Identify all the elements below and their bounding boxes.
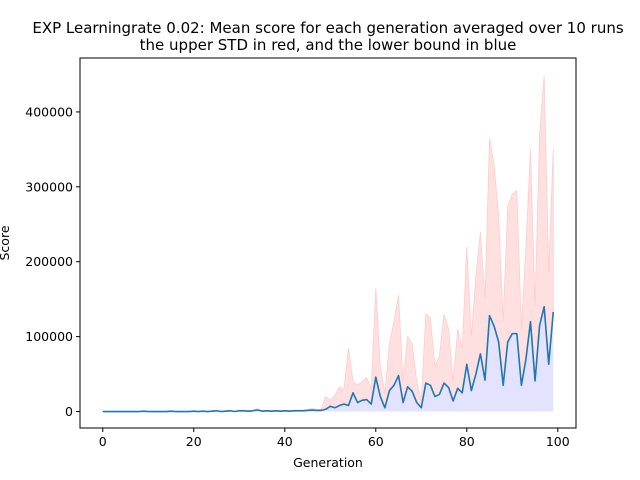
x-tick-label: 40: [277, 434, 293, 449]
plot-area: [102, 75, 555, 413]
x-tick-label: 20: [186, 434, 202, 449]
y-tick-label: 400000: [25, 104, 73, 119]
y-axis-label: Score: [0, 225, 12, 260]
x-axis-label: Generation: [293, 455, 363, 470]
lower-bound-band: [102, 306, 554, 412]
plot-frame: [79, 57, 577, 429]
mean-score-line: [102, 305, 555, 413]
x-tick-label: 0: [99, 434, 107, 449]
y-tick-label: 100000: [25, 329, 73, 344]
x-axis: 0 20 40 60 80 100: [99, 428, 570, 449]
x-tick-label: 60: [368, 434, 384, 449]
x-tick-label: 80: [459, 434, 475, 449]
y-axis: 0 100000 200000 300000 400000: [25, 104, 80, 419]
x-tick-label: 100: [546, 434, 570, 449]
y-tick-label: 0: [65, 404, 73, 419]
y-tick-label: 200000: [25, 254, 73, 269]
chart-title-line-2: the upper STD in red, and the lower boun…: [140, 36, 517, 54]
y-tick-label: 300000: [25, 179, 73, 194]
chart-title-line-1: EXP Learningrate 0.02: Mean score for ea…: [32, 19, 623, 37]
